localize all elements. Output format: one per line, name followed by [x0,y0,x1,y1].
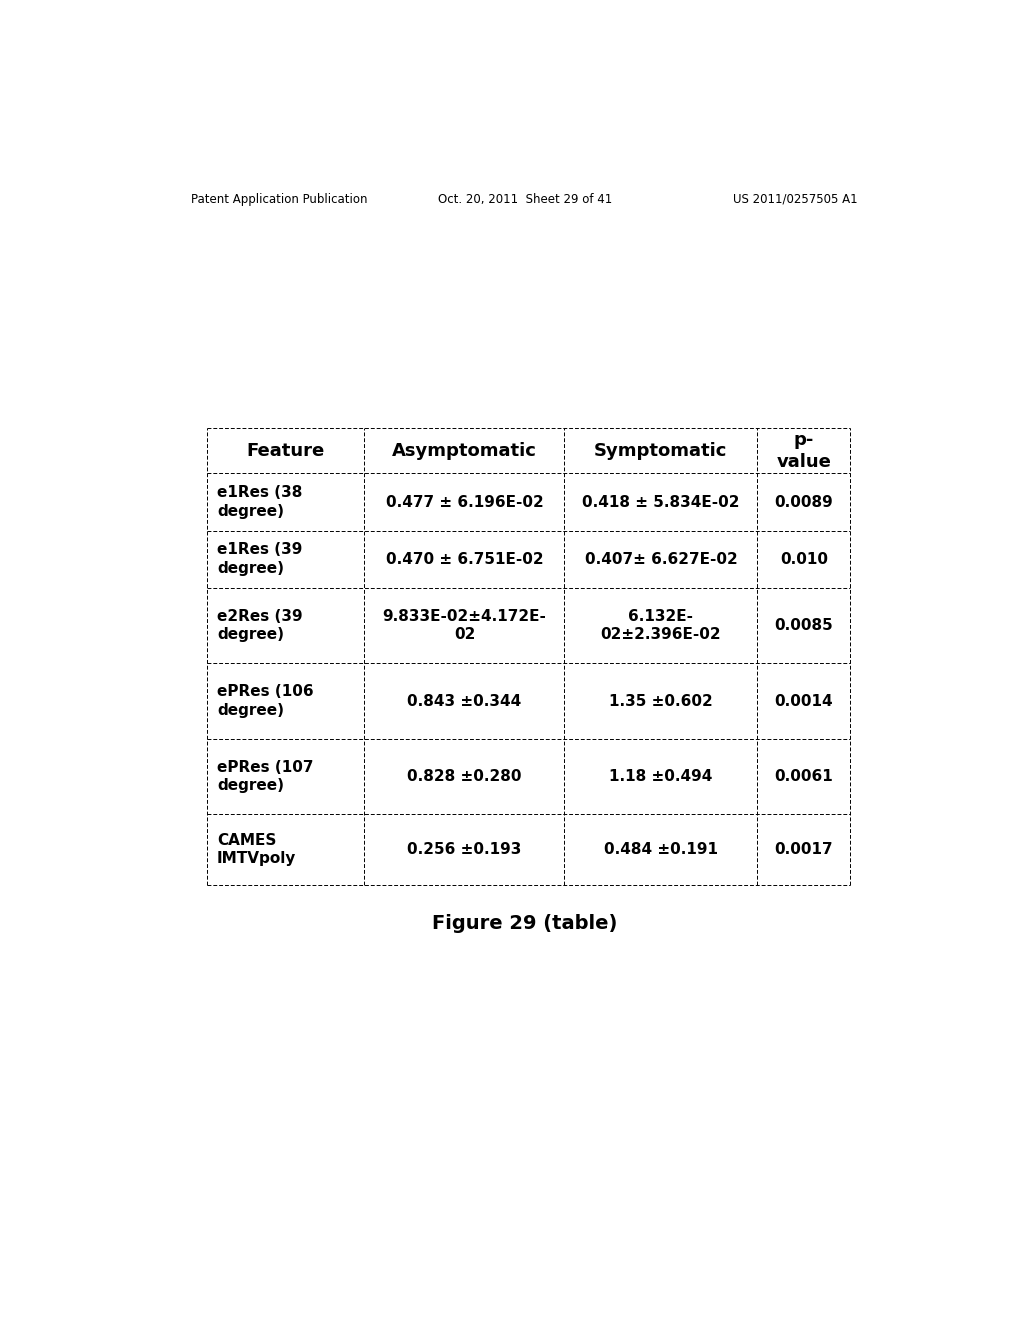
Text: 0.484 ±0.191: 0.484 ±0.191 [604,842,718,857]
Text: 0.843 ±0.344: 0.843 ±0.344 [408,693,521,709]
Text: Symptomatic: Symptomatic [594,442,728,459]
Text: Patent Application Publication: Patent Application Publication [191,193,368,206]
Text: 0.477 ± 6.196E-02: 0.477 ± 6.196E-02 [386,495,544,510]
Text: 6.132E-
02±2.396E-02: 6.132E- 02±2.396E-02 [601,609,721,643]
Text: Oct. 20, 2011  Sheet 29 of 41: Oct. 20, 2011 Sheet 29 of 41 [437,193,612,206]
Text: 0.0089: 0.0089 [774,495,834,510]
Text: Asymptomatic: Asymptomatic [392,442,537,459]
Text: 0.418 ± 5.834E-02: 0.418 ± 5.834E-02 [583,495,739,510]
Text: 0.010: 0.010 [779,552,827,566]
Text: 1.18 ±0.494: 1.18 ±0.494 [609,770,713,784]
Text: e2Res (39
degree): e2Res (39 degree) [217,609,302,643]
Text: p-
value: p- value [776,430,831,471]
Text: 0.0085: 0.0085 [774,618,834,634]
Text: ePRes (106
degree): ePRes (106 degree) [217,684,313,718]
Text: 0.0014: 0.0014 [774,693,834,709]
Text: 0.0061: 0.0061 [774,770,834,784]
Text: 0.256 ±0.193: 0.256 ±0.193 [408,842,521,857]
Text: e1Res (38
degree): e1Res (38 degree) [217,486,302,519]
Text: 9.833E-02±4.172E-
02: 9.833E-02±4.172E- 02 [383,609,547,643]
Text: Feature: Feature [247,442,325,459]
Text: US 2011/0257505 A1: US 2011/0257505 A1 [733,193,858,206]
Text: 0.407± 6.627E-02: 0.407± 6.627E-02 [585,552,737,566]
Text: e1Res (39
degree): e1Res (39 degree) [217,543,302,576]
Text: CAMES
IMTVpoly: CAMES IMTVpoly [217,833,296,866]
Text: ePRes (107
degree): ePRes (107 degree) [217,760,313,793]
Text: 0.0017: 0.0017 [774,842,834,857]
Text: Figure 29 (table): Figure 29 (table) [432,913,617,933]
Text: 0.828 ±0.280: 0.828 ±0.280 [408,770,522,784]
Text: 0.470 ± 6.751E-02: 0.470 ± 6.751E-02 [386,552,544,566]
Text: 1.35 ±0.602: 1.35 ±0.602 [609,693,713,709]
